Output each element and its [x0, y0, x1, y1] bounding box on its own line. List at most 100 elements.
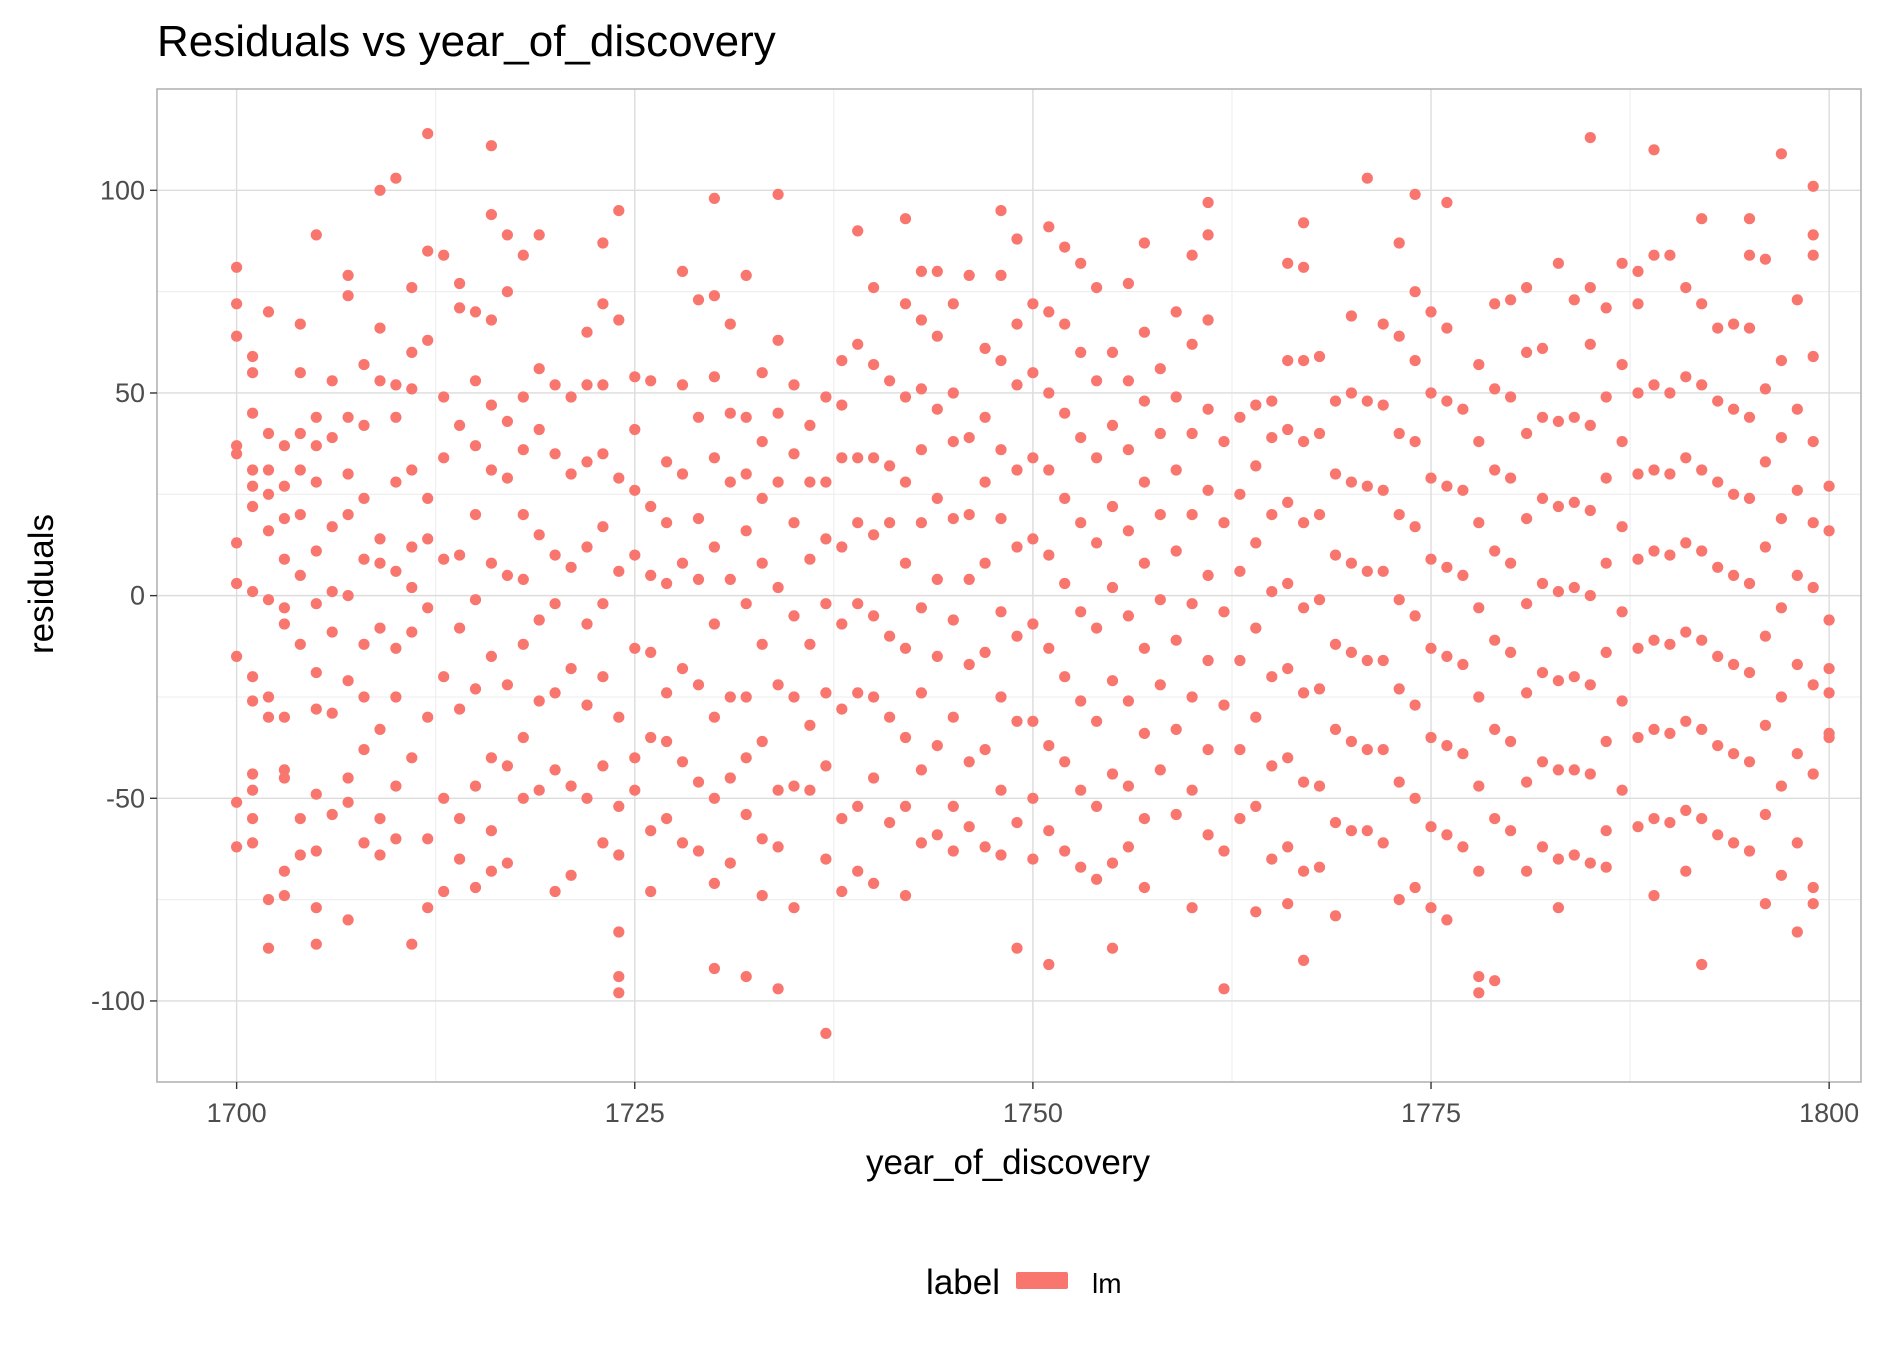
- data-point: [485, 650, 497, 663]
- data-point: [645, 731, 657, 744]
- data-point: [501, 415, 513, 427]
- data-point: [1505, 294, 1517, 306]
- data-point: [1266, 853, 1278, 865]
- data-point: [1600, 391, 1612, 403]
- data-point: [597, 671, 609, 683]
- data-point: [1696, 379, 1708, 391]
- data-point: [342, 468, 354, 480]
- data-point: [979, 557, 991, 569]
- data-point: [310, 476, 322, 488]
- data-point: [517, 508, 529, 521]
- data-point: [1536, 411, 1549, 423]
- data-point: [1775, 869, 1787, 881]
- data-point: [788, 448, 800, 460]
- data-point: [1345, 735, 1357, 748]
- data-point: [756, 492, 768, 504]
- data-point: [1075, 432, 1087, 444]
- data-point: [1536, 756, 1549, 768]
- data-point: [979, 646, 991, 659]
- data-point: [1170, 391, 1182, 403]
- data-point: [1202, 654, 1214, 667]
- data-point: [1250, 460, 1262, 472]
- data-point: [342, 290, 354, 302]
- data-point: [724, 691, 736, 703]
- data-point: [645, 825, 657, 837]
- data-point: [262, 691, 275, 703]
- data-point: [310, 440, 322, 452]
- data-point: [310, 667, 322, 679]
- data-point: [262, 594, 275, 606]
- data-point: [247, 464, 259, 476]
- data-point: [804, 638, 816, 650]
- data-point: [1823, 525, 1835, 537]
- data-point: [501, 760, 513, 772]
- data-point: [676, 756, 689, 768]
- data-point: [326, 808, 338, 821]
- data-point: [1712, 395, 1724, 407]
- data-point: [549, 885, 561, 898]
- data-point: [1282, 752, 1294, 764]
- data-point: [1680, 715, 1692, 727]
- data-point: [1059, 492, 1071, 504]
- data-point: [501, 229, 513, 241]
- data-point: [1584, 419, 1596, 431]
- data-point: [1218, 983, 1230, 995]
- data-point: [661, 813, 673, 825]
- data-point: [1345, 476, 1357, 488]
- data-point: [533, 229, 545, 241]
- data-point: [485, 399, 497, 411]
- data-point: [676, 468, 689, 480]
- data-point: [310, 902, 322, 914]
- data-point: [1313, 683, 1326, 695]
- data-point: [708, 618, 721, 630]
- data-point: [1282, 898, 1294, 910]
- data-point: [247, 784, 259, 796]
- data-point: [915, 383, 928, 395]
- data-point: [613, 849, 625, 861]
- data-point: [1823, 687, 1835, 699]
- data-point: [1298, 355, 1310, 367]
- data-point: [884, 630, 896, 642]
- data-point: [231, 537, 243, 549]
- data-point: [1202, 484, 1214, 496]
- data-point: [1298, 261, 1310, 273]
- data-point: [326, 626, 338, 638]
- data-point: [517, 573, 529, 586]
- data-point: [931, 265, 943, 277]
- data-point: [1584, 590, 1596, 602]
- data-point: [1202, 569, 1214, 582]
- data-point: [1807, 436, 1819, 448]
- data-point: [310, 229, 322, 241]
- data-point: [1505, 735, 1517, 748]
- data-point: [501, 679, 513, 691]
- data-point: [772, 334, 784, 346]
- x-axis-ticks: 1700 1725 1750 1775 1800: [207, 1082, 1859, 1128]
- data-point: [1473, 780, 1485, 792]
- data-point: [1202, 403, 1214, 415]
- data-point: [947, 298, 959, 310]
- data-point: [1759, 719, 1771, 731]
- data-point: [979, 841, 991, 853]
- data-point: [1059, 577, 1071, 590]
- data-point: [581, 456, 593, 468]
- data-point: [868, 452, 880, 464]
- data-point: [915, 687, 928, 699]
- data-point: [1154, 508, 1166, 521]
- data-point: [1059, 845, 1071, 857]
- data-point: [645, 500, 657, 513]
- data-point: [1234, 654, 1246, 667]
- data-point: [1138, 395, 1150, 407]
- data-point: [1298, 954, 1310, 967]
- data-point: [963, 573, 975, 586]
- data-point: [1807, 898, 1819, 910]
- data-point: [1202, 829, 1214, 841]
- data-point: [1791, 837, 1803, 849]
- data-point: [422, 902, 434, 914]
- data-point: [358, 553, 370, 565]
- data-point: [915, 517, 928, 529]
- data-point: [1552, 764, 1564, 776]
- data-point: [1059, 756, 1071, 768]
- data-point: [231, 330, 243, 342]
- data-point: [899, 213, 912, 225]
- data-point: [390, 780, 402, 792]
